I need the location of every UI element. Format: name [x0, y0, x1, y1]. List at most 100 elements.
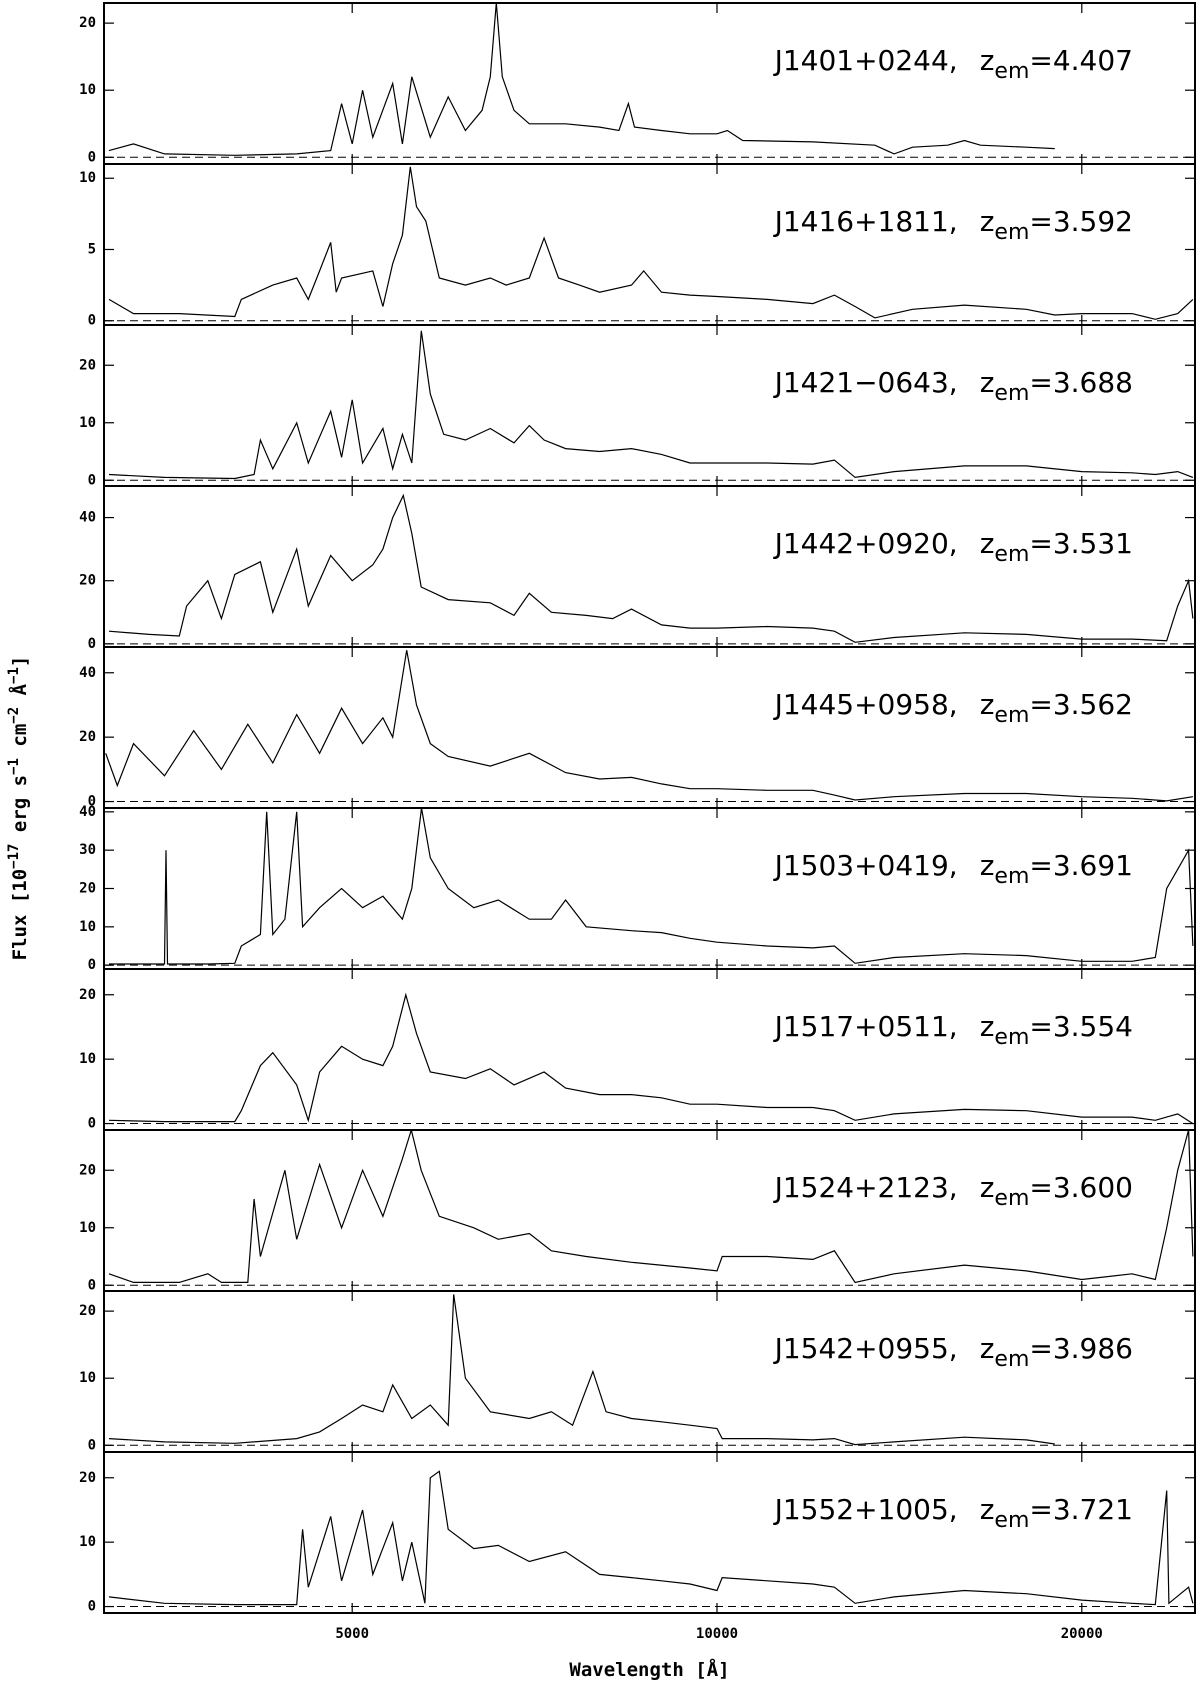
spectrum [108, 493, 1194, 643]
z-symbol: z [980, 527, 995, 560]
y-label-exponent: −17 [6, 844, 22, 869]
spectrum [108, 166, 1194, 320]
spectrum [109, 808, 1194, 965]
z-subscript: em [994, 59, 1029, 84]
y-tick-label: 20 [79, 15, 96, 31]
x-axis-label: Wavelength [Å] [569, 1657, 729, 1681]
spectrum-label: J1524+2123, zem=3.600 [773, 1171, 1133, 1211]
y-label-text: cm [9, 724, 31, 758]
object-name: J1421−0643, [773, 366, 958, 399]
z-value: =3.592 [1029, 205, 1133, 238]
y-tick-label: 30 [79, 842, 96, 858]
z-value: =3.721 [1029, 1493, 1133, 1526]
panel-frame [103, 2, 1196, 165]
spectrum [108, 1130, 1194, 1284]
y-tick-label: 10 [79, 919, 96, 935]
spectrum [108, 330, 1194, 480]
spectrum [108, 1470, 1194, 1606]
y-tick-label: 20 [79, 573, 96, 589]
z-subscript: em [994, 1186, 1029, 1211]
y-tick-label: 5 [88, 241, 96, 257]
z-subscript: em [994, 220, 1029, 245]
y-label-exponent: −1 [6, 758, 22, 775]
y-tick-label: 0 [88, 1599, 96, 1615]
object-name: J1442+0920, [773, 527, 958, 560]
y-tick-label: 0 [88, 957, 96, 973]
spectrum-label: J1552+1005, zem=3.721 [773, 1493, 1133, 1533]
y-tick-label: 20 [79, 357, 96, 373]
z-symbol: z [980, 849, 995, 882]
y-tick-label: 20 [79, 987, 96, 1003]
z-subscript: em [994, 1508, 1029, 1533]
x-tick-label: 5000 [335, 1626, 369, 1642]
y-tick-label: 10 [79, 1051, 96, 1067]
z-symbol: z [980, 205, 995, 238]
y-tick-label: 10 [79, 1370, 96, 1386]
panel-frame [103, 1290, 1196, 1453]
y-tick-label: 0 [88, 313, 96, 329]
y-tick-label: 20 [79, 729, 96, 745]
spectrum-label: J1503+0419, zem=3.691 [773, 849, 1133, 889]
object-name: J1517+0511, [773, 1010, 958, 1043]
y-tick-label: 20 [79, 881, 96, 897]
object-name: J1524+2123, [773, 1171, 958, 1204]
z-symbol: z [980, 1332, 995, 1365]
y-tick-label: 10 [79, 82, 96, 98]
y-label-text: Flux [10 [9, 869, 31, 961]
z-subscript: em [994, 1025, 1029, 1050]
object-name: J1401+0244, [773, 44, 958, 77]
y-tick-label: 10 [79, 1220, 96, 1236]
y-tick-label: 0 [88, 1116, 96, 1132]
z-subscript: em [994, 1347, 1029, 1372]
y-label-exponent: −2 [6, 707, 22, 724]
z-subscript: em [994, 381, 1029, 406]
panel-frame [103, 324, 1196, 487]
spectrum-label: J1421−0643, zem=3.688 [773, 366, 1133, 406]
y-tick-label: 20 [79, 1303, 96, 1319]
z-value: =3.562 [1029, 688, 1133, 721]
y-tick-label: 10 [79, 415, 96, 431]
y-tick-label: 0 [88, 794, 96, 810]
y-tick-label: 0 [88, 1437, 96, 1453]
spectrum [105, 650, 1193, 802]
z-subscript: em [994, 864, 1029, 889]
spectrum [108, 3, 1055, 156]
y-tick-label: 0 [88, 149, 96, 165]
z-symbol: z [980, 1010, 995, 1043]
z-value: =3.531 [1029, 527, 1133, 560]
y-tick-label: 10 [79, 1534, 96, 1550]
panel-frame [103, 163, 1196, 326]
spectrum-label: J1442+0920, zem=3.531 [773, 527, 1133, 567]
y-label-text: Å [7, 683, 31, 706]
spectrum [108, 1294, 1055, 1446]
y-label-text: ] [9, 656, 31, 667]
y-label-exponent: −1 [6, 667, 22, 684]
panel-frame [103, 1129, 1196, 1292]
z-value: =3.688 [1029, 366, 1133, 399]
y-tick-label: 10 [79, 170, 96, 186]
z-value: =3.691 [1029, 849, 1133, 882]
y-tick-label: 0 [88, 472, 96, 488]
spectrum-label: J1401+0244, zem=4.407 [773, 44, 1133, 84]
z-symbol: z [980, 1493, 995, 1526]
y-tick-label: 0 [88, 636, 96, 652]
spectrum-label: J1517+0511, zem=3.554 [773, 1010, 1133, 1050]
z-subscript: em [994, 703, 1029, 728]
spectrum-label: J1416+1811, zem=3.592 [773, 205, 1133, 245]
z-symbol: z [980, 1171, 995, 1204]
x-tick-label: 10000 [696, 1626, 738, 1642]
y-label-text: erg s [9, 775, 31, 844]
y-tick-label: 20 [79, 1162, 96, 1178]
panel-frame [103, 485, 1196, 648]
z-symbol: z [980, 366, 995, 399]
spectrum [108, 992, 1194, 1125]
y-tick-label: 40 [79, 804, 96, 820]
y-tick-label: 20 [79, 1470, 96, 1486]
spectrum-label: J1542+0955, zem=3.986 [773, 1332, 1133, 1372]
z-value: =3.554 [1029, 1010, 1133, 1043]
object-name: J1416+1811, [773, 205, 958, 238]
object-name: J1445+0958, [773, 688, 958, 721]
z-symbol: z [980, 688, 995, 721]
y-tick-label: 40 [79, 665, 96, 681]
z-value: =3.986 [1029, 1332, 1133, 1365]
